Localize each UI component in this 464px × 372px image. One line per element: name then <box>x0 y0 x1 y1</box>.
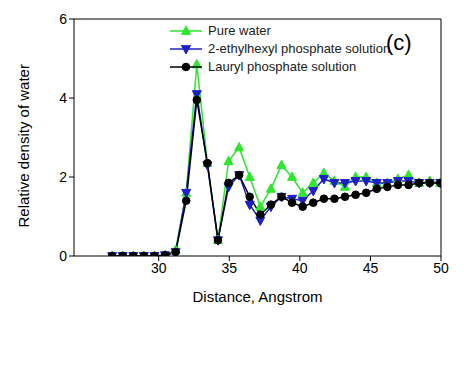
svg-text:6: 6 <box>59 11 67 27</box>
html-text:(c): (c) <box>386 30 412 55</box>
html-text:Lauryl phosphate solution: Lauryl phosphate solution <box>208 59 357 74</box>
svg-text:50: 50 <box>433 260 449 276</box>
svg-text:45: 45 <box>363 260 379 276</box>
svg-text:40: 40 <box>292 260 308 276</box>
html-text:Pure water: Pure water <box>208 23 271 38</box>
svg-text:2: 2 <box>59 169 67 185</box>
svg-text:35: 35 <box>221 260 237 276</box>
svg-text:0: 0 <box>59 248 67 264</box>
svg-text:4: 4 <box>59 90 67 106</box>
svg-text:30: 30 <box>151 260 167 276</box>
svg-text:Relative density of water: Relative density of water <box>15 64 32 227</box>
html-text:2-ethylhexyl phosphate solutio: 2-ethylhexyl phosphate solution <box>208 41 391 56</box>
svg-text:Distance, Angstrom: Distance, Angstrom <box>192 288 322 305</box>
